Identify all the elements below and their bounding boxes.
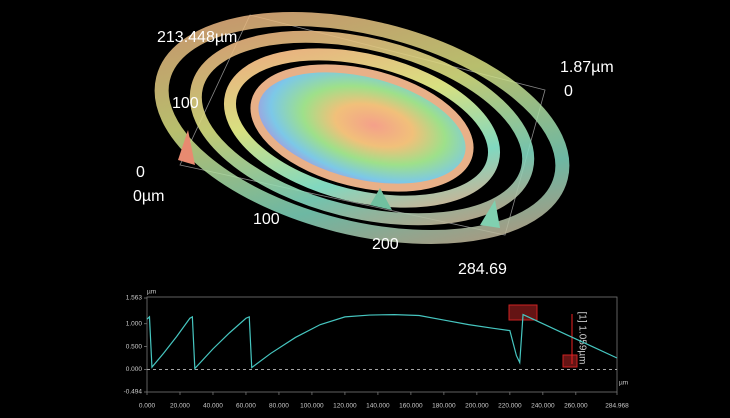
y-tick-label: 0.000 [126, 366, 143, 373]
x-tick-label: 200.000 [465, 403, 489, 410]
x-tick-label: 40.000 [203, 403, 223, 410]
x-tick-label: 260.000 [564, 403, 588, 410]
x-tick-label: 20.000 [170, 403, 190, 410]
marker-box [562, 354, 578, 368]
x-tick-label: 160.000 [399, 403, 423, 410]
surface-label: 0µm [133, 188, 164, 205]
surface-label: 100 [172, 95, 199, 112]
surface-label: 284.69 [458, 261, 507, 278]
x-tick-label: 140.000 [366, 403, 390, 410]
x-tick-label: 80.000 [269, 403, 289, 410]
surface-label: 1.87µm [560, 59, 614, 76]
x-axis-label: µm [619, 380, 628, 387]
x-tick-label: 284.968 [605, 403, 629, 410]
surface-label: 100 [253, 211, 280, 228]
surface-label: 200 [372, 236, 399, 253]
surface-label: 0 [564, 83, 573, 100]
surface-label: 213.448µm [157, 29, 237, 46]
x-tick-label: 120.000 [333, 403, 357, 410]
surface-3d [154, 12, 570, 244]
plot-frame [146, 296, 618, 393]
profile-line [146, 313, 618, 370]
x-tick-label: 180.000 [432, 403, 456, 410]
y-tick-label: 0.500 [126, 343, 143, 350]
x-tick-label: 100.000 [300, 403, 324, 410]
y-tick-label: 1.000 [126, 320, 143, 327]
y-tick-label: 1.563 [126, 295, 143, 302]
x-tick-label: 60.000 [236, 403, 256, 410]
x-tick-label: 240.000 [531, 403, 555, 410]
annotation: [1] 1.059µm [576, 311, 587, 364]
y-axis-label: µm [147, 289, 156, 296]
y-tick-label: -0.494 [124, 389, 143, 396]
x-tick-label: 0.000 [139, 403, 156, 410]
surface-label: 0 [136, 164, 145, 181]
x-tick-label: 220.000 [498, 403, 522, 410]
